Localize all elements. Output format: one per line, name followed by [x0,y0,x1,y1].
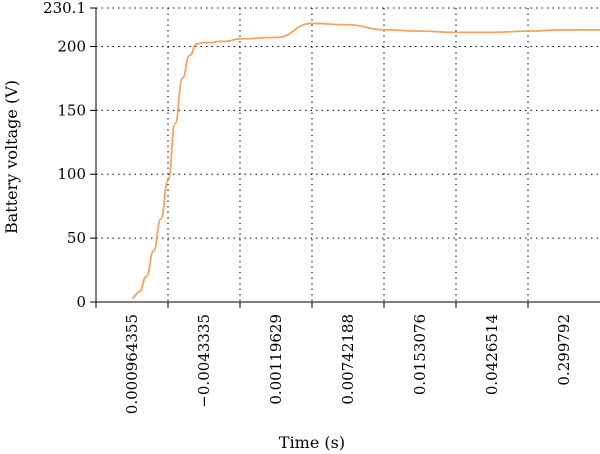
x-tick-label: 0.00119629 [267,314,285,405]
grid [96,7,600,302]
x-tick-label: 0.0426514 [483,314,501,395]
x-axis-label: Time (s) [279,433,345,452]
y-tick-labels: 0 50 100 150 200 230.1 [43,0,86,311]
x-tick-label: 0.000964355 [123,314,141,414]
y-tick-label: 0 [76,293,86,311]
series-group [131,22,600,300]
x-tick-label: 0.299792 [555,314,573,386]
x-tick-labels: 0.000964355 −0.0043335 0.00119629 0.0074218… [123,314,573,414]
x-tick-label: −0.0043335 [195,314,213,408]
series-line [131,22,600,300]
axes [90,7,600,308]
y-tick-label: 200 [57,37,86,55]
y-tick-label: 230.1 [43,0,86,17]
x-tick-label: 0.00742188 [339,314,357,405]
y-tick-label: 150 [57,101,86,119]
y-tick-label: 100 [57,165,86,183]
x-tick-label: 0.0153076 [411,314,429,395]
y-tick-label: 50 [67,229,86,247]
y-axis-label: Battery voltage (V) [2,80,21,234]
